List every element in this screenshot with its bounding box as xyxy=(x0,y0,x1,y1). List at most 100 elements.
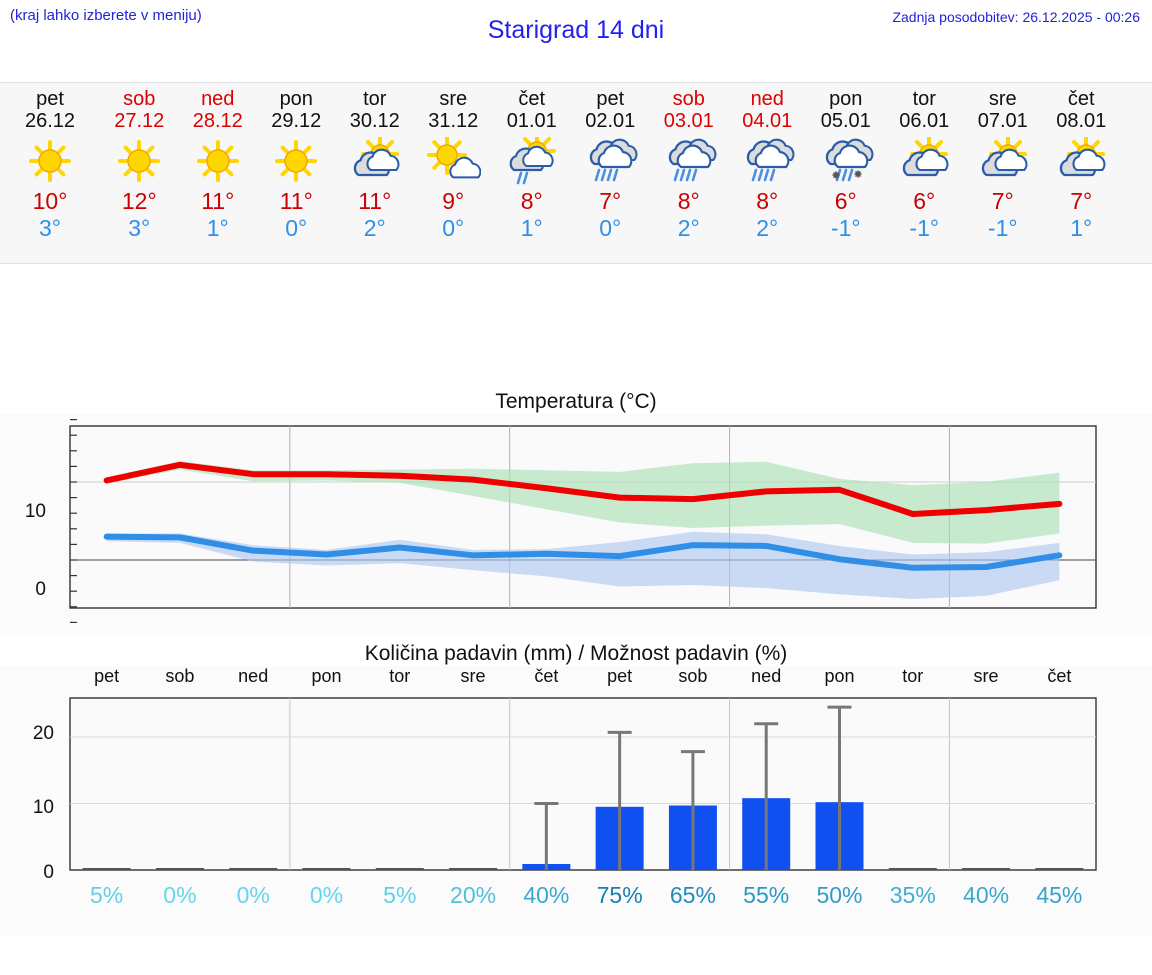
day-date: 29.12 xyxy=(271,110,322,132)
precipitation-day-label: pet xyxy=(607,666,633,686)
sun-cloud-icon xyxy=(885,135,964,187)
day-date: 31.12 xyxy=(428,110,479,132)
precipitation-probability: 0% xyxy=(309,882,344,908)
day-temp-max: 12° xyxy=(121,188,157,214)
day-temp-max: 8° xyxy=(677,188,700,214)
day-column[interactable]: pet 02.01 7° 0° xyxy=(571,83,650,241)
day-date: 03.01 xyxy=(663,110,714,132)
precipitation-plot: 20 10 0 xyxy=(0,690,1152,883)
temperature-svg xyxy=(69,418,1097,623)
day-date: 02.01 xyxy=(585,110,636,132)
precipitation-day-label: ned xyxy=(751,666,782,686)
precipitation-day-label: čet xyxy=(534,666,559,686)
precipitation-day-label: sre xyxy=(973,666,999,686)
sun-cloud-rain-icon xyxy=(493,135,572,187)
day-column[interactable]: čet 08.01 7° 1° xyxy=(1042,83,1121,241)
cloud-rain-icon xyxy=(650,135,729,187)
day-date: 26.12 xyxy=(24,110,76,132)
day-temp-max: 7° xyxy=(599,188,622,214)
temp-ytick-0: 0 xyxy=(35,579,46,600)
day-name: ned xyxy=(201,88,235,110)
day-column[interactable]: pon 29.12 11° 0° xyxy=(257,83,336,241)
day-column[interactable]: sob 03.01 8° 2° xyxy=(650,83,729,241)
day-name: pet xyxy=(36,88,64,110)
day-column[interactable]: sob 27.12 12° 3° xyxy=(100,83,179,241)
day-temp-min: -1° xyxy=(830,215,861,241)
day-name: čet xyxy=(1067,88,1095,110)
precipitation-day-label: tor xyxy=(389,666,411,686)
cloud-rain-icon xyxy=(571,135,650,187)
precipitation-svg xyxy=(69,697,1097,871)
day-temp-min: 2° xyxy=(363,215,386,241)
daily-forecast-grid: pet 26.12 10° 3° sob 27.12 12° 3° ned 28.12 11° 1° p… xyxy=(0,83,1152,241)
precipitation-probability: 75% xyxy=(596,882,643,908)
precipitation-probability: 40% xyxy=(963,882,1010,908)
day-column[interactable]: ned 04.01 8° 2° xyxy=(728,83,807,241)
temp-ytick-10: 10 xyxy=(24,501,46,522)
day-date: 06.01 xyxy=(899,110,950,132)
precipitation-day-label: sob xyxy=(165,666,195,686)
precipitation-day-label: čet xyxy=(1047,666,1072,686)
day-temp-min: 2° xyxy=(756,215,779,241)
day-name: sre xyxy=(988,88,1017,110)
page-header: (kraj lahko izberete v meniju) Starigrad… xyxy=(0,0,1152,82)
day-temp-min: 1° xyxy=(206,215,229,241)
sun-cloud-icon xyxy=(964,135,1043,187)
precipitation-day-label: ned xyxy=(238,666,269,686)
day-date: 07.01 xyxy=(977,110,1028,132)
day-date: 04.01 xyxy=(742,110,793,132)
precipitation-probability-row: 5% 0% 0% 0% 5% 20% 40% 75% 65% 55% 50% 35% 40% 45% xyxy=(0,880,1152,924)
day-column[interactable]: sre 07.01 7° -1° xyxy=(964,83,1043,241)
day-name: pon xyxy=(829,88,863,110)
day-temp-max: 11° xyxy=(279,188,313,214)
precipitation-probability: 0% xyxy=(236,882,270,908)
day-column[interactable]: tor 06.01 6° -1° xyxy=(885,83,964,241)
cloud-sleet-icon xyxy=(807,135,886,187)
page-title: Starigrad 14 dni xyxy=(487,16,665,44)
day-name: sob xyxy=(123,88,156,110)
precipitation-chart-title: Količina padavin (mm) / Možnost padavin … xyxy=(0,636,1152,666)
day-column[interactable]: pet 26.12 10° 3° xyxy=(0,83,100,241)
day-temp-min: 1° xyxy=(1070,215,1093,241)
menu-hint-text: (kraj lahko izberete v meniju) xyxy=(10,7,202,24)
day-name: sre xyxy=(439,88,468,110)
precipitation-probability: 40% xyxy=(523,882,570,908)
sun-icon xyxy=(0,135,100,187)
day-temp-max: 8° xyxy=(756,188,779,214)
precipitation-day-label: sre xyxy=(460,666,486,686)
sun-cloud-icon xyxy=(1042,135,1121,187)
temperature-chart-section: Temperatura (°C) 10 0 © vreme.us & vreme… xyxy=(0,384,1152,869)
day-column[interactable]: tor 30.12 11° 2° xyxy=(336,83,415,241)
day-name: pet xyxy=(596,88,625,110)
prec-ytick-20: 20 xyxy=(32,723,54,744)
day-name: ned xyxy=(750,88,784,110)
day-name: tor xyxy=(363,88,387,110)
precipitation-probability: 45% xyxy=(1036,882,1083,908)
day-date: 28.12 xyxy=(192,110,243,132)
precipitation-day-label: pon xyxy=(311,666,342,686)
day-date: 08.01 xyxy=(1056,110,1107,132)
day-date: 01.01 xyxy=(506,110,557,132)
precipitation-day-label: sob xyxy=(678,666,708,686)
day-temp-max: 7° xyxy=(1070,188,1093,214)
day-column[interactable]: čet 01.01 8° 1° xyxy=(493,83,572,241)
day-column[interactable]: sre 31.12 9° 0° xyxy=(414,83,493,241)
day-temp-min: 1° xyxy=(520,215,543,241)
precipitation-probability: 55% xyxy=(743,882,790,908)
day-temp-max: 9° xyxy=(442,188,465,214)
sun-icon xyxy=(100,135,179,187)
cloud-rain-icon xyxy=(728,135,807,187)
day-column[interactable]: ned 28.12 11° 1° xyxy=(179,83,258,241)
day-name: sob xyxy=(672,88,705,110)
day-date: 30.12 xyxy=(349,110,400,132)
day-column[interactable]: pon 05.01 6° -1° xyxy=(807,83,886,241)
day-temp-max: 11° xyxy=(201,188,235,214)
day-temp-min: 0° xyxy=(599,215,622,241)
temperature-plot: 10 0 xyxy=(0,414,1152,626)
day-temp-min: 2° xyxy=(677,215,700,241)
precipitation-day-labels: pet sob ned pon tor sre čet pet sob ned pon tor sre č… xyxy=(0,666,1152,690)
precipitation-day-label: tor xyxy=(902,666,924,686)
daily-forecast-strip: pet 26.12 10° 3° sob 27.12 12° 3° ned 28.12 11° 1° p… xyxy=(0,82,1152,264)
sun-smallcloud-icon xyxy=(414,135,493,187)
